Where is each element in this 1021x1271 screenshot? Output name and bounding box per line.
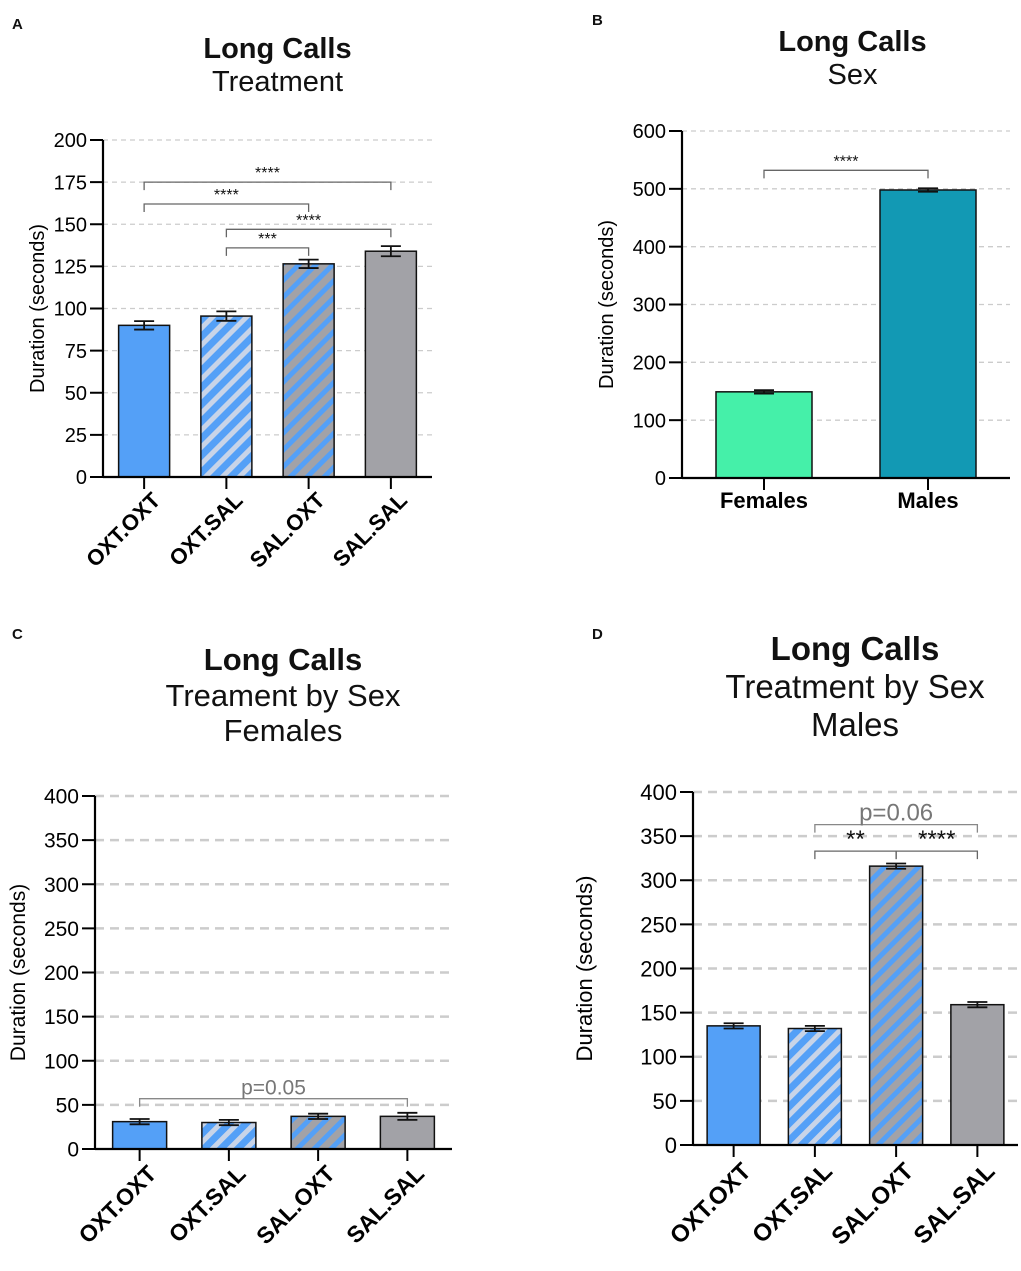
x-tick-label: OXT.OXT — [665, 1158, 757, 1250]
y-tick-label: 400 — [44, 786, 79, 809]
chart-title-block-b: Long Calls Sex — [715, 26, 990, 93]
significance-bracket — [895, 850, 979, 860]
chart-subtitle-a: Treatment — [211, 66, 344, 99]
y-axis-label: Duration (seconds) — [572, 876, 597, 1062]
chart-subtitle-d-2: Males — [810, 705, 900, 743]
x-tick-label: Females — [720, 488, 808, 513]
y-tick-label: 150 — [44, 1006, 79, 1029]
x-tick-label: OXT.SAL — [747, 1158, 838, 1249]
y-tick-label: 150 — [640, 1001, 677, 1026]
significance-label: **** — [255, 165, 280, 182]
y-tick-label: 200 — [633, 353, 666, 375]
significance-bracket — [138, 1098, 409, 1107]
significance-bracket — [143, 181, 392, 191]
significance-bracket — [225, 247, 310, 256]
significance-label: **** — [296, 212, 321, 229]
significance-label: **** — [834, 153, 859, 170]
y-tick-label: 500 — [633, 179, 666, 201]
bar-oxt-sal — [200, 315, 253, 478]
bar-males — [879, 189, 977, 479]
bar-sal-oxt — [290, 1115, 346, 1150]
x-tick-label: SAL.SAL — [909, 1158, 1001, 1250]
y-tick-label: 250 — [44, 918, 79, 941]
significance-bracket — [225, 228, 392, 238]
y-tick-label: 400 — [633, 237, 666, 259]
y-tick-label: 150 — [54, 214, 87, 236]
significance-label: ** — [846, 826, 865, 853]
chart-title-block-a: Long Calls Treatment — [140, 33, 415, 100]
y-tick-label: 0 — [76, 467, 87, 489]
y-axis-label: Duration (seconds) — [27, 224, 49, 393]
y-tick-label: 350 — [640, 824, 677, 849]
significance-bracket — [814, 824, 979, 833]
y-tick-label: 50 — [65, 383, 87, 405]
y-tick-label: 100 — [633, 410, 666, 432]
y-tick-label: 0 — [655, 468, 666, 490]
chart-subtitle-c-1: Treament by Sex — [165, 677, 401, 713]
chart-title-d: Long Calls — [770, 630, 940, 667]
y-tick-label: 125 — [54, 257, 87, 279]
y-tick-label: 200 — [640, 956, 677, 981]
panel-label-a: A — [12, 16, 23, 33]
significance-bracket — [763, 169, 929, 179]
panel-label-b: B — [592, 12, 603, 29]
y-tick-label: 600 — [633, 121, 666, 143]
significance-label: **** — [214, 187, 239, 204]
y-tick-label: 400 — [640, 780, 677, 805]
chart-subtitle-c-2: Females — [223, 713, 343, 749]
y-tick-label: 75 — [65, 341, 87, 363]
y-tick-label: 25 — [65, 425, 87, 447]
panel-label-d: D — [592, 626, 603, 643]
bar-sal-sal — [950, 1003, 1005, 1146]
panel-label-c: C — [12, 626, 23, 643]
significance-bracket — [143, 203, 310, 213]
y-tick-label: 350 — [44, 830, 79, 853]
chart-title-c: Long Calls — [203, 642, 363, 677]
y-tick-label: 100 — [640, 1045, 677, 1070]
y-tick-label: 300 — [640, 868, 677, 893]
chart-subtitle-b: Sex — [827, 59, 878, 92]
chart-title-a: Long Calls — [203, 33, 352, 65]
bar-sal-oxt — [868, 865, 924, 1146]
significance-label: p=0.06 — [859, 800, 933, 827]
bar-oxt-oxt — [117, 324, 171, 478]
bar-oxt-oxt — [111, 1120, 168, 1150]
y-tick-label: 0 — [67, 1139, 79, 1162]
bar-females — [715, 391, 813, 479]
y-tick-label: 250 — [640, 912, 677, 937]
bar-oxt-sal — [201, 1121, 257, 1150]
y-tick-label: 0 — [665, 1133, 677, 1158]
y-tick-label: 200 — [44, 962, 79, 985]
y-tick-label: 200 — [54, 130, 87, 152]
significance-label: *** — [258, 231, 277, 248]
y-axis-label: Duration (seconds) — [7, 884, 30, 1061]
y-tick-label: 50 — [56, 1094, 79, 1117]
chart-title-block-c: Long Calls Treament by Sex Females — [113, 642, 453, 749]
x-tick-label: Males — [897, 488, 958, 513]
x-tick-label: SAL.OXT — [826, 1158, 919, 1251]
y-tick-label: 175 — [54, 172, 87, 194]
significance-label: **** — [918, 826, 955, 853]
y-tick-label: 300 — [44, 874, 79, 897]
chart-title-b: Long Calls — [778, 26, 927, 58]
y-tick-label: 100 — [54, 299, 87, 321]
y-axis-label: Duration (seconds) — [596, 220, 618, 389]
y-tick-label: 300 — [633, 295, 666, 317]
bar-oxt-oxt — [706, 1025, 761, 1146]
chart-title-block-d: Long Calls Treatment by Sex Males — [690, 630, 1020, 744]
significance-label: p=0.05 — [241, 1077, 306, 1100]
chart-subtitle-d-1: Treatment by Sex — [725, 667, 985, 705]
y-tick-label: 100 — [44, 1050, 79, 1073]
y-tick-label: 50 — [653, 1089, 677, 1114]
bar-oxt-sal — [787, 1027, 843, 1146]
